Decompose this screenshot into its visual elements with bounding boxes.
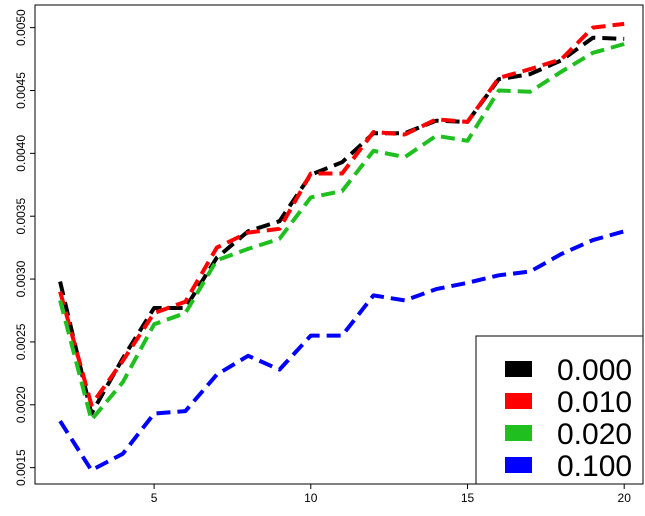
series-lines — [58, 21, 625, 473]
x-tick-label: 5 — [151, 491, 158, 505]
y-tick-label: 0.0035 — [14, 198, 28, 235]
y-tick-label: 0.0030 — [14, 260, 28, 297]
y-tick-label: 0.0040 — [14, 135, 28, 172]
y-tick-label: 0.0045 — [14, 72, 28, 109]
series-line-1 — [58, 21, 625, 407]
y-tick-label: 0.0020 — [14, 386, 28, 423]
x-tick-label: 10 — [304, 491, 318, 505]
y-tick-label: 0.0050 — [14, 9, 28, 46]
x-axis: 5 10 15 20 — [151, 484, 631, 505]
legend-swatch-2 — [505, 425, 532, 441]
series-line-0 — [58, 35, 625, 416]
legend-label-3: 0.100 — [557, 450, 632, 483]
legend-box — [475, 335, 644, 485]
y-axis: 0.0015 0.0020 0.0025 0.0030 0.0035 0.0040 0.00… — [14, 9, 35, 486]
x-tick-label: 20 — [618, 491, 632, 505]
series-line-2 — [58, 42, 625, 422]
legend-label-1: 0.010 — [557, 386, 632, 419]
legend-swatch-1 — [505, 393, 532, 409]
y-tick-label: 0.0025 — [14, 323, 28, 360]
legend-label-2: 0.020 — [557, 418, 632, 451]
legend-label-0: 0.000 — [557, 354, 632, 387]
legend-swatch-0 — [505, 361, 532, 377]
y-tick-label: 0.0015 — [14, 449, 28, 486]
x-tick-label: 15 — [461, 491, 475, 505]
plot-frame — [34, 4, 644, 485]
legend-swatch-3 — [505, 457, 532, 473]
